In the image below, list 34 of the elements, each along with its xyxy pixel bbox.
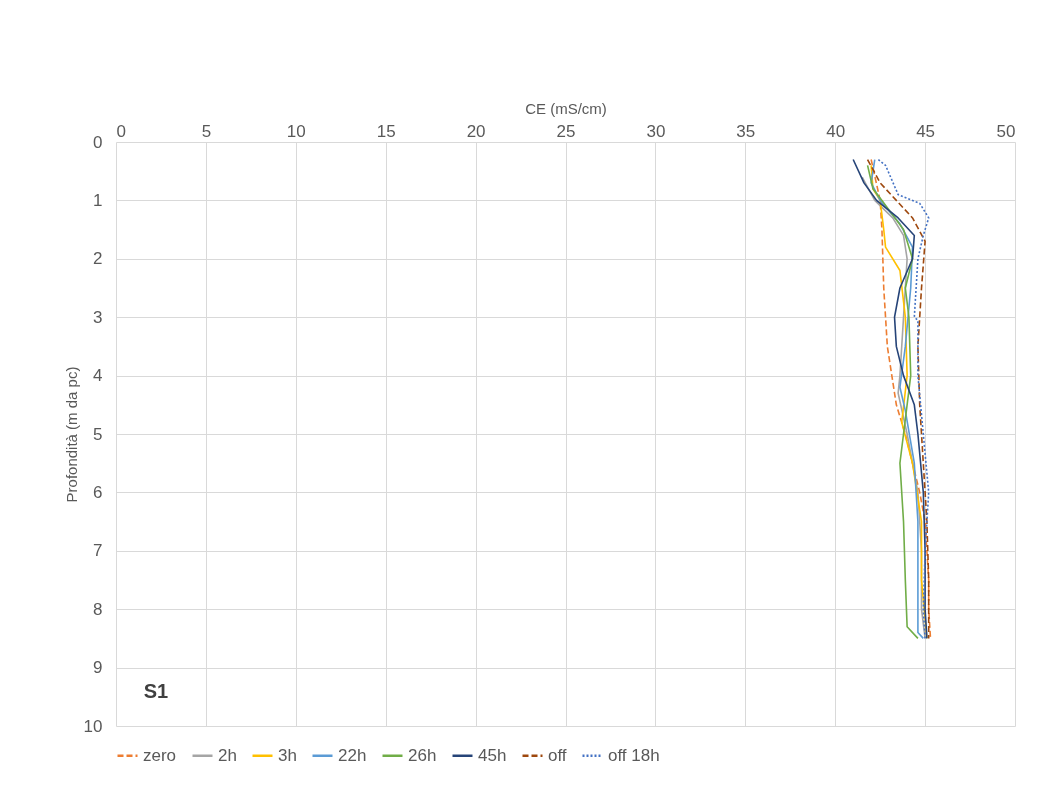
x-tick-label: 25 (556, 121, 576, 141)
y-tick-label: 6 (93, 482, 103, 502)
y-tick-label: 2 (93, 249, 103, 269)
legend-label: 26h (408, 745, 437, 765)
legend-label: off (548, 745, 567, 765)
x-tick-label: 0 (116, 121, 126, 141)
legend-label: off 18h (608, 745, 660, 765)
x-tick-label: 45 (916, 121, 936, 141)
x-tick-label: 10 (286, 121, 306, 141)
y-tick-label: 1 (93, 190, 103, 210)
legend-label: 45h (478, 745, 507, 765)
x-tick-label: 35 (736, 121, 756, 141)
annotation: S1 (143, 680, 169, 702)
line-series (866, 164, 919, 640)
y-tick-label: 10 (83, 716, 103, 736)
x-tick-label: 40 (826, 121, 846, 141)
y-tick-label: 9 (93, 658, 103, 678)
legend-label: 22h (338, 745, 367, 765)
line-series (852, 158, 928, 640)
legend-label: 2h (218, 745, 237, 765)
y-tick-label: 8 (93, 599, 103, 619)
y-tick-label: 7 (93, 541, 103, 561)
x-tick-label: 30 (646, 121, 666, 141)
y-tick-label: 5 (93, 424, 103, 444)
legend-label: zero (143, 745, 177, 765)
y-tick-label: 4 (93, 366, 103, 386)
y-tick-label: 3 (93, 307, 103, 327)
x-tick-label: 5 (201, 121, 212, 141)
x-axis-title: CE (mS/cm) (525, 99, 607, 117)
x-tick-label: 15 (376, 121, 396, 141)
x-tick-label: 50 (996, 121, 1016, 141)
y-axis-title: Profondità (m da pc) (62, 366, 80, 503)
x-tick-label: 20 (466, 121, 486, 141)
legend-label: 3h (278, 745, 297, 765)
